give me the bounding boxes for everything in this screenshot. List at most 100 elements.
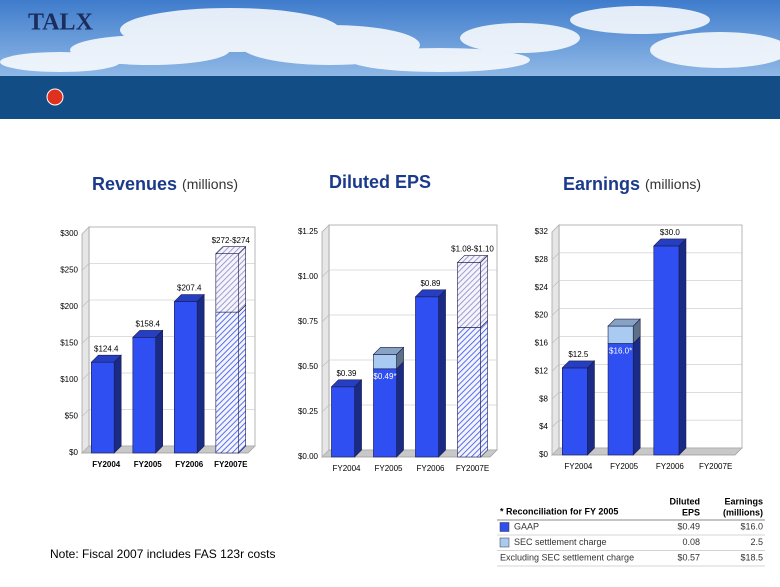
- x-tick-label: FY2007E: [699, 462, 732, 471]
- y-tick-label: $1.00: [298, 272, 319, 281]
- grid-line-side: [321, 314, 330, 323]
- value-label: $207.4: [177, 284, 202, 293]
- x-tick-label: FY2005: [610, 462, 639, 471]
- y-tick-label: $12: [535, 366, 549, 375]
- chart-title-text: Revenues: [92, 174, 177, 194]
- y-tick-label: $100: [60, 375, 78, 384]
- x-tick-label: FY2005: [134, 460, 163, 469]
- x-tick-label: FY2004: [92, 460, 121, 469]
- bar-segment: [414, 289, 447, 458]
- value-label: $0.39: [336, 369, 357, 378]
- y-tick-label: $0: [539, 450, 548, 459]
- bar-segment: [90, 354, 122, 454]
- grid-line-side: [551, 419, 560, 428]
- bullet: [46, 88, 64, 106]
- bar-segment: [330, 379, 363, 458]
- note: Note: Fiscal 2007 includes FAS 123r cost…: [50, 547, 275, 561]
- bar-top: [414, 289, 447, 298]
- row-label: SEC settlement charge: [514, 537, 607, 547]
- y-tick-label: $4: [539, 422, 548, 431]
- value-label: $16.0*: [609, 347, 632, 356]
- grid-line-side: [551, 336, 560, 344]
- value-label: $0.89: [420, 279, 441, 288]
- y-tick-label: $16: [535, 339, 549, 348]
- clouds: [0, 6, 780, 72]
- bar: [331, 386, 355, 458]
- bar-top: [90, 354, 122, 363]
- grid-line-side: [551, 224, 560, 233]
- table-cell: 0.08: [682, 537, 700, 547]
- grid-line-side: [551, 308, 560, 316]
- legend-swatch: [499, 537, 510, 548]
- bar-side: [354, 379, 362, 458]
- table-header: Earnings: [724, 496, 763, 506]
- bar: [607, 343, 634, 456]
- legend-swatch: [499, 522, 510, 532]
- y-tick-label: $300: [60, 229, 78, 238]
- chart-title-text: Earnings: [563, 174, 640, 194]
- bar-segment: [173, 293, 205, 454]
- bar: [415, 296, 439, 458]
- table-cell: $16.0: [740, 521, 763, 531]
- bar-segment: [215, 245, 247, 313]
- grid-line-side: [551, 392, 560, 400]
- table-title: * Reconciliation for FY 2005: [500, 506, 618, 516]
- grid-line-side: [321, 449, 330, 458]
- bar: [215, 311, 239, 454]
- bar-side: [438, 289, 446, 458]
- value-label: $0.49*: [373, 372, 396, 381]
- bar-segment: [607, 318, 641, 345]
- bar-side: [196, 293, 205, 454]
- table-header: (millions): [723, 507, 763, 517]
- bar-top: [330, 379, 363, 388]
- table-cell: $0.49: [677, 521, 700, 531]
- y-tick-label: $0.00: [298, 452, 319, 461]
- grid-line-side: [81, 445, 90, 454]
- bar-side: [238, 245, 246, 313]
- y-tick-label: $50: [65, 412, 79, 421]
- bar-side: [632, 335, 641, 456]
- bar-side: [155, 329, 163, 454]
- grid-line-side: [321, 359, 330, 368]
- y-tick-label: $200: [60, 302, 78, 311]
- bar-side: [678, 238, 687, 456]
- grid-line-side: [81, 372, 90, 381]
- annotation: $1.08-$1.10: [451, 245, 494, 254]
- bar-top: [607, 318, 641, 327]
- y-tick-label: $28: [535, 255, 549, 264]
- x-tick-label: FY2007E: [456, 464, 489, 473]
- y-tick-label: $0.75: [298, 317, 319, 326]
- bar: [653, 245, 680, 456]
- chart: Diluted EPS $0.00 $0.25 $0.50 $0.75 $1.00 $1.2…: [298, 172, 498, 473]
- grid-line-side: [81, 409, 90, 417]
- bar-segment: [373, 361, 404, 458]
- bar-segment: [132, 329, 164, 454]
- table-header: Diluted: [670, 496, 701, 506]
- row-label: Excluding SEC settlement charge: [500, 552, 634, 562]
- bar: [373, 354, 397, 370]
- bar-segment: [215, 304, 246, 454]
- bar-side: [587, 360, 595, 456]
- value-label: $30.0: [660, 228, 681, 237]
- bar: [215, 253, 239, 313]
- chart: Revenues (millions) $0 $50 $100 $150 $200 $250…: [60, 174, 256, 469]
- bar: [132, 337, 156, 454]
- bar-top: [561, 360, 596, 369]
- chart-title: Revenues (millions): [92, 174, 238, 194]
- bar-top: [215, 246, 247, 255]
- chart: Earnings (millions) $0 $4 $8 $12 $16 $20 $24 $28…: [535, 174, 743, 471]
- grid-line-side: [551, 252, 560, 261]
- bar-segment: [457, 319, 488, 458]
- bar-top: [653, 238, 687, 247]
- bar: [457, 327, 481, 458]
- bar: [174, 301, 198, 454]
- row-label: GAAP: [514, 521, 539, 531]
- bar-segment: [456, 254, 489, 329]
- grid-line-side: [551, 364, 560, 372]
- grid-line-side: [81, 263, 90, 271]
- y-tick-label: $24: [535, 283, 549, 292]
- x-tick-label: FY2006: [416, 464, 445, 473]
- y-tick-label: $1.25: [298, 227, 319, 236]
- bar-top: [132, 330, 164, 338]
- annotation: $272-$274: [212, 236, 251, 245]
